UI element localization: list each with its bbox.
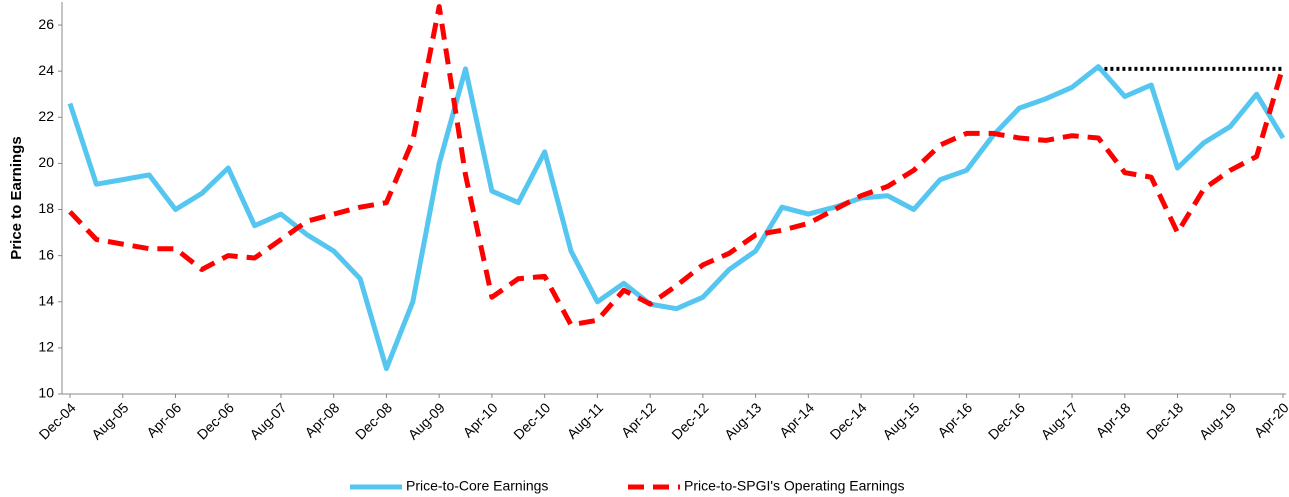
legend-label: Price-to-Core Earnings bbox=[406, 478, 548, 494]
x-tick-label: Aug-13 bbox=[721, 399, 764, 442]
legend-label: Price-to-SPGI's Operating Earnings bbox=[684, 478, 905, 494]
y-tick-label: 10 bbox=[38, 385, 54, 401]
y-tick-label: 18 bbox=[38, 200, 54, 216]
x-tick-label: Aug-17 bbox=[1038, 399, 1081, 442]
y-tick-label: 24 bbox=[38, 62, 54, 78]
x-tick-label: Dec-16 bbox=[985, 399, 1028, 442]
y-axis-label: Price to Earnings bbox=[8, 136, 25, 259]
line-series bbox=[67, 64, 1286, 372]
x-tick-label: Aug-09 bbox=[405, 399, 448, 442]
x-tick-label: Apr-16 bbox=[934, 399, 975, 440]
x-tick-label: Dec-10 bbox=[510, 399, 553, 442]
x-tick-label: Apr-20 bbox=[1251, 399, 1289, 440]
x-tick-label: Dec-08 bbox=[352, 399, 395, 442]
x-tick-label: Dec-06 bbox=[194, 399, 237, 442]
y-tick-label: 12 bbox=[38, 339, 54, 355]
x-tick-label: Aug-11 bbox=[564, 399, 607, 442]
x-tick-label: Apr-14 bbox=[776, 399, 817, 440]
x-tick-label: Aug-19 bbox=[1196, 399, 1239, 442]
x-tick-label: Dec-12 bbox=[668, 399, 711, 442]
x-tick-label: Apr-12 bbox=[618, 399, 659, 440]
y-tick-label: 20 bbox=[38, 154, 54, 170]
x-tick-label: Apr-10 bbox=[460, 399, 501, 440]
x-tick-label: Apr-18 bbox=[1092, 399, 1133, 440]
x-tick-label: Dec-18 bbox=[1143, 399, 1186, 442]
y-tick-label: 22 bbox=[38, 108, 54, 124]
y-tick-label: 14 bbox=[38, 292, 54, 308]
x-tick-label: Aug-05 bbox=[88, 399, 131, 442]
x-tick-label: Dec-04 bbox=[36, 399, 79, 442]
x-tick-label: Aug-07 bbox=[246, 399, 289, 442]
x-tick-label: Apr-06 bbox=[143, 399, 184, 440]
line-series bbox=[68, 4, 1286, 328]
y-tick-label: 26 bbox=[38, 16, 54, 32]
y-tick-label: 16 bbox=[38, 246, 54, 262]
x-tick-label: Apr-08 bbox=[301, 399, 342, 440]
x-tick-label: Aug-15 bbox=[879, 399, 922, 442]
x-tick-label: Dec-14 bbox=[827, 399, 870, 442]
